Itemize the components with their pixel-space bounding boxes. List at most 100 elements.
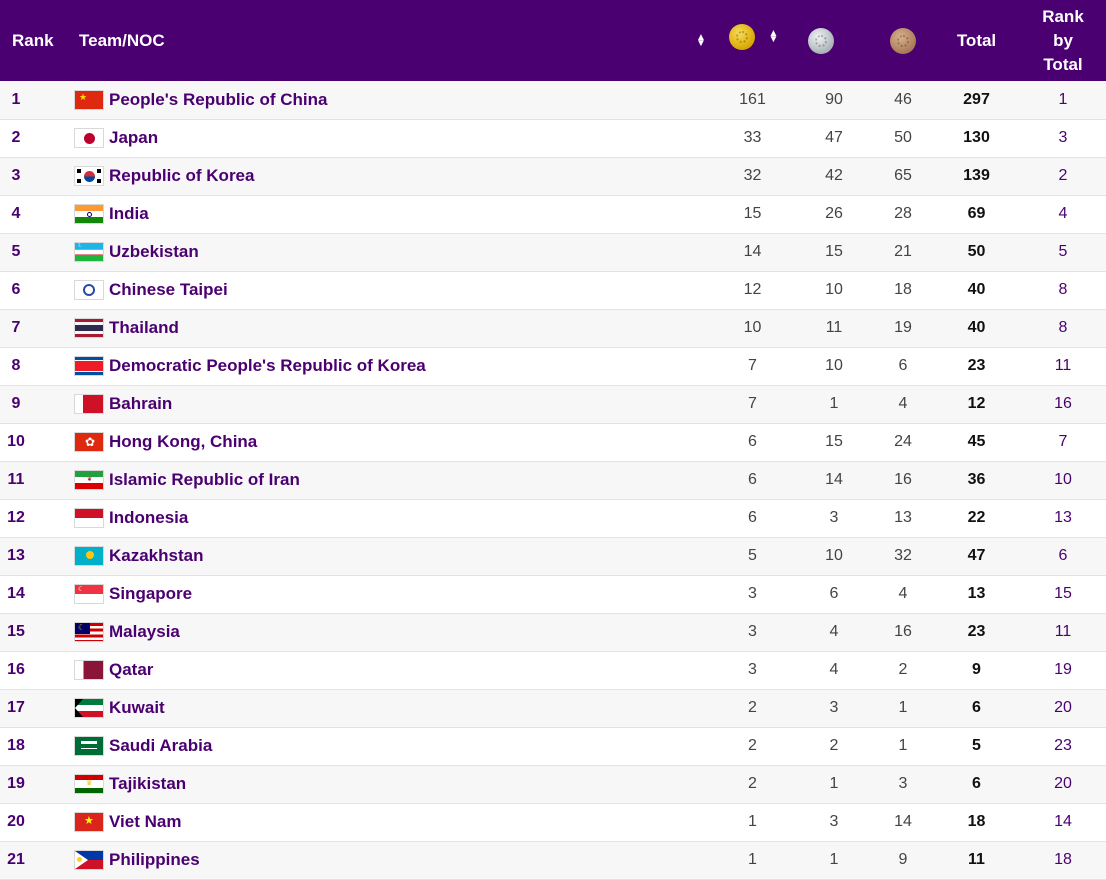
team-cell[interactable]: Qatar bbox=[70, 651, 710, 689]
team-link[interactable]: Democratic People's Republic of Korea bbox=[74, 356, 710, 376]
team-cell[interactable]: ★ People's Republic of China bbox=[70, 81, 710, 119]
team-link[interactable]: Thailand bbox=[74, 318, 710, 338]
bronze-count: 1 bbox=[898, 737, 908, 754]
team-noc-header[interactable]: Team/NOC ▲ ▼ bbox=[70, 0, 710, 81]
team-link[interactable]: Japan bbox=[74, 128, 710, 148]
team-link[interactable]: Republic of Korea bbox=[74, 166, 710, 186]
team-name[interactable]: Thailand bbox=[109, 318, 179, 337]
team-link[interactable]: Kuwait bbox=[74, 698, 710, 718]
team-name[interactable]: Indonesia bbox=[109, 508, 189, 527]
team-link[interactable]: ✿ Hong Kong, China bbox=[74, 432, 710, 452]
total-count: 36 bbox=[967, 471, 986, 488]
total-count: 297 bbox=[963, 90, 990, 108]
team-link[interactable]: India bbox=[74, 204, 710, 224]
gold-count: 3 bbox=[748, 623, 757, 640]
team-name[interactable]: Saudi Arabia bbox=[109, 736, 213, 755]
team-cell[interactable]: Democratic People's Republic of Korea bbox=[70, 347, 710, 385]
team-link[interactable]: ☾ Malaysia bbox=[74, 622, 710, 642]
team-name[interactable]: Democratic People's Republic of Korea bbox=[109, 356, 426, 375]
gold-count: 32 bbox=[743, 167, 762, 184]
rank-by-total-cell: 7 bbox=[1058, 433, 1068, 450]
team-cell[interactable]: Kuwait bbox=[70, 689, 710, 727]
team-name[interactable]: People's Republic of China bbox=[109, 89, 328, 109]
table-row: 13 Kazakhstan 5 10 32 47 6 bbox=[0, 537, 1106, 575]
rank-cell: 15 bbox=[7, 623, 25, 640]
team-cell[interactable]: Bahrain bbox=[70, 385, 710, 423]
team-name[interactable]: Bahrain bbox=[109, 394, 173, 413]
team-cell[interactable]: Indonesia bbox=[70, 499, 710, 537]
rank-cell: 1 bbox=[11, 90, 21, 108]
team-link[interactable]: ❦ Islamic Republic of Iran bbox=[74, 470, 710, 490]
table-row: 10 ✿ Hong Kong, China 6 15 24 45 7 bbox=[0, 423, 1106, 461]
china-flag-icon: ★ bbox=[74, 89, 104, 110]
team-name[interactable]: Uzbekistan bbox=[109, 242, 199, 261]
team-name[interactable]: Philippines bbox=[109, 850, 200, 869]
silver-count: 15 bbox=[825, 243, 843, 260]
rank-by-total-cell: 18 bbox=[1054, 851, 1072, 868]
bahrain-flag-icon bbox=[74, 394, 104, 414]
team-cell[interactable]: ★ Viet Nam bbox=[70, 803, 710, 841]
team-link[interactable]: ★ Viet Nam bbox=[74, 812, 710, 832]
team-cell[interactable]: ☾ Singapore bbox=[70, 575, 710, 613]
team-name[interactable]: Viet Nam bbox=[109, 812, 182, 831]
rank-cell: 9 bbox=[11, 395, 21, 412]
team-cell[interactable]: ☾ Uzbekistan bbox=[70, 233, 710, 271]
team-cell[interactable]: Philippines bbox=[70, 841, 710, 879]
team-link[interactable]: ☾ Uzbekistan bbox=[74, 242, 710, 262]
team-name[interactable]: Malaysia bbox=[109, 622, 180, 641]
rank-cell: 3 bbox=[11, 167, 21, 184]
total-count: 47 bbox=[967, 547, 986, 564]
team-name[interactable]: Kuwait bbox=[109, 698, 165, 717]
team-name[interactable]: India bbox=[109, 204, 149, 223]
team-name[interactable]: Islamic Republic of Iran bbox=[109, 470, 300, 489]
team-cell[interactable]: ❦ Islamic Republic of Iran bbox=[70, 461, 710, 499]
team-cell[interactable]: India bbox=[70, 195, 710, 233]
team-cell[interactable]: Chinese Taipei bbox=[70, 271, 710, 309]
team-link[interactable]: ★ People's Republic of China bbox=[74, 89, 710, 110]
team-link[interactable]: Philippines bbox=[74, 850, 710, 870]
silver-count: 15 bbox=[825, 433, 843, 450]
silver-count: 6 bbox=[829, 585, 839, 602]
total-count: 11 bbox=[968, 851, 985, 868]
team-cell[interactable]: Japan bbox=[70, 119, 710, 157]
sort-icon[interactable]: ▲ ▼ bbox=[696, 32, 706, 49]
team-link[interactable]: Kazakhstan bbox=[74, 546, 710, 566]
team-cell[interactable]: Kazakhstan bbox=[70, 537, 710, 575]
team-link[interactable]: Bahrain bbox=[74, 394, 710, 414]
team-name[interactable]: Singapore bbox=[109, 584, 193, 603]
rank-cell: 21 bbox=[7, 851, 25, 868]
kuwait-flag-icon bbox=[74, 698, 104, 718]
total-count: 45 bbox=[967, 433, 986, 450]
gold-count: 5 bbox=[748, 547, 757, 564]
team-cell[interactable]: Saudi Arabia bbox=[70, 727, 710, 765]
team-link[interactable]: Saudi Arabia bbox=[74, 736, 710, 756]
team-name[interactable]: Tajikistan bbox=[109, 774, 187, 793]
table-row: 19 ♛ Tajikistan 2 1 3 6 20 bbox=[0, 765, 1106, 803]
team-name[interactable]: Kazakhstan bbox=[109, 546, 204, 565]
team-link[interactable]: ☾ Singapore bbox=[74, 584, 710, 604]
rank-by-total-cell: 14 bbox=[1054, 813, 1072, 830]
team-link[interactable]: ♛ Tajikistan bbox=[74, 774, 710, 794]
team-cell[interactable]: Thailand bbox=[70, 309, 710, 347]
team-cell[interactable]: ☾ Malaysia bbox=[70, 613, 710, 651]
sort-icon[interactable]: ▲ ▼ bbox=[768, 28, 779, 45]
gold-header[interactable]: ▲ ▼ bbox=[710, 0, 795, 81]
gold-count: 2 bbox=[748, 775, 757, 792]
team-link[interactable]: Chinese Taipei bbox=[74, 280, 710, 300]
rank-by-total-cell: 8 bbox=[1058, 319, 1068, 336]
team-name[interactable]: Japan bbox=[109, 128, 159, 147]
team-name[interactable]: Qatar bbox=[109, 660, 154, 679]
team-link[interactable]: Qatar bbox=[74, 660, 710, 680]
singapore-flag-icon: ☾ bbox=[74, 584, 104, 604]
team-cell[interactable]: ♛ Tajikistan bbox=[70, 765, 710, 803]
team-name[interactable]: Hong Kong, China bbox=[109, 432, 258, 451]
team-name[interactable]: Chinese Taipei bbox=[109, 280, 228, 299]
bronze-count: 21 bbox=[894, 243, 912, 260]
team-link[interactable]: Indonesia bbox=[74, 508, 710, 528]
bronze-count: 4 bbox=[898, 585, 908, 602]
bronze-count: 1 bbox=[898, 699, 908, 716]
team-name[interactable]: Republic of Korea bbox=[109, 166, 255, 185]
team-cell[interactable]: Republic of Korea bbox=[70, 157, 710, 195]
team-cell[interactable]: ✿ Hong Kong, China bbox=[70, 423, 710, 461]
